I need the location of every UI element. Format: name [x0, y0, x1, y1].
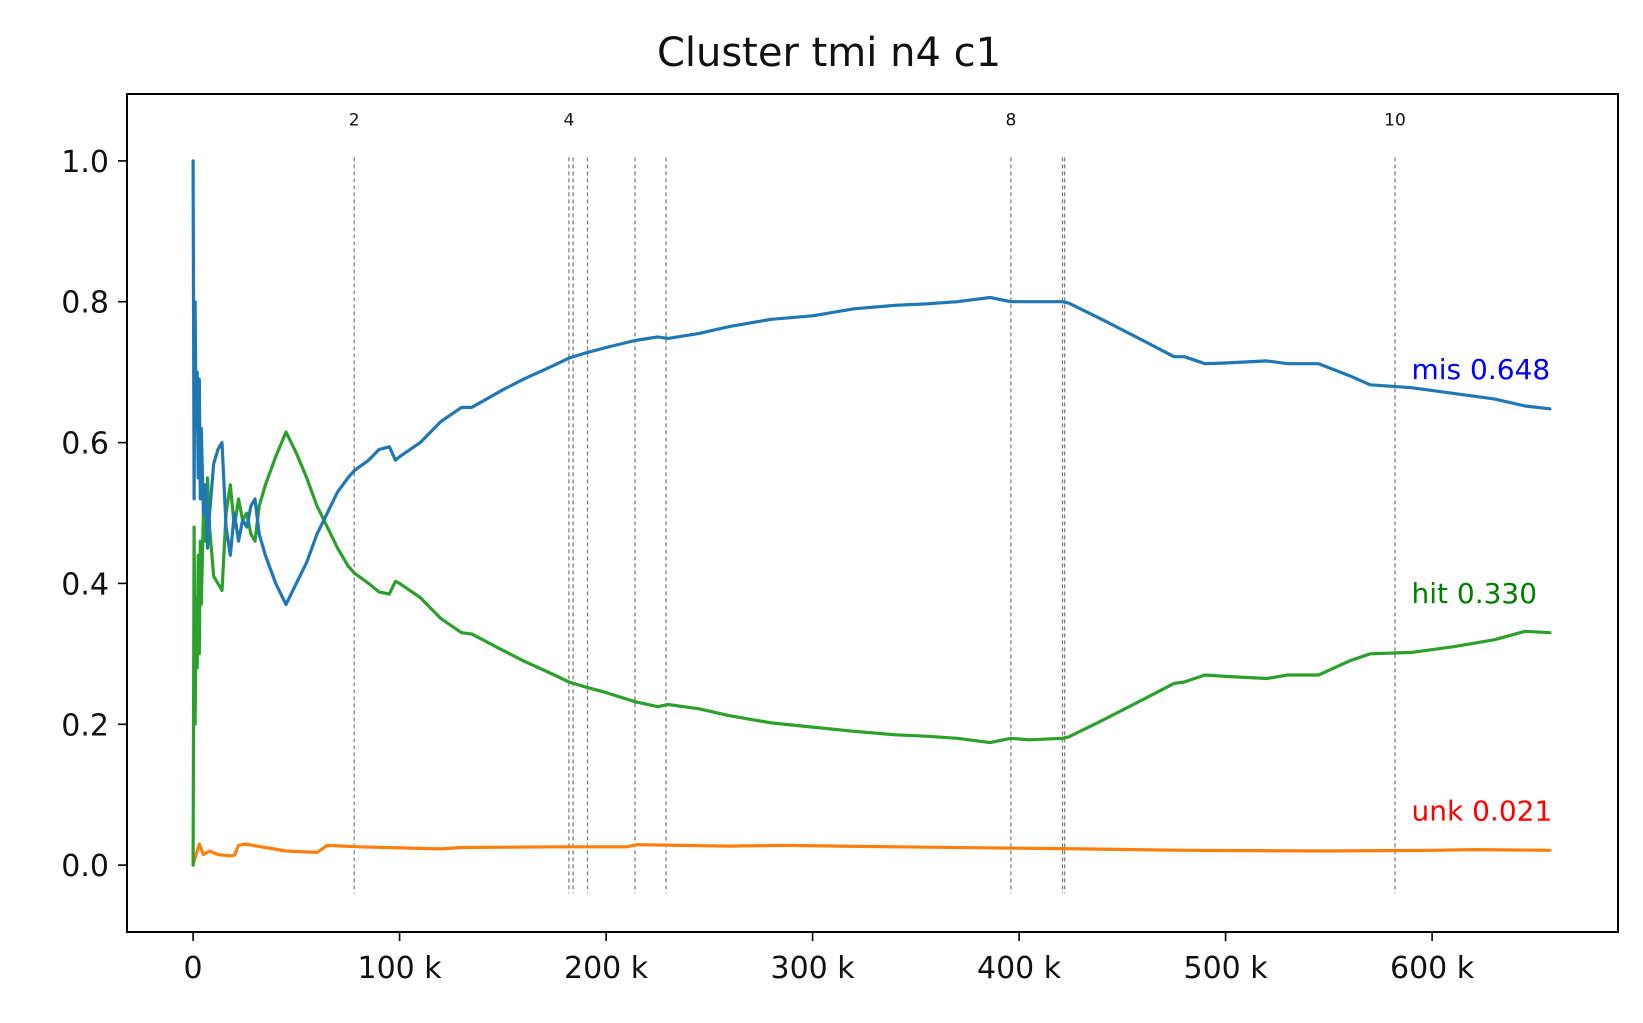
vline-label-0: 2	[349, 111, 360, 131]
y-tick-label-3: 0.6	[61, 427, 109, 462]
series-layer	[191, 159, 1552, 867]
vline-label-6: 8	[1005, 111, 1016, 131]
series-mis-end-label: mis 0.648	[1412, 353, 1551, 386]
x-tick-label-3: 300 k	[771, 951, 856, 986]
x-tick-label-1: 100 k	[358, 951, 443, 986]
end-labels: mis 0.648 hit 0.330 unk 0.021	[1412, 353, 1553, 828]
y-axis: 0.0 0.2 0.4 0.6 0.8 1.0	[61, 145, 127, 884]
x-axis: 0 100 k 200 k 300 k 400 k 500 k 600 k	[184, 932, 1475, 986]
series-unk-line	[191, 842, 1552, 867]
vline-label-9: 10	[1384, 111, 1406, 131]
y-tick-label-5: 1.0	[61, 145, 109, 180]
vertical-markers: 2 4 8 10	[349, 111, 1406, 894]
x-tick-label-0: 0	[184, 951, 203, 986]
chart-title: Cluster tmi n4 c1	[657, 30, 1001, 76]
y-tick-label-2: 0.4	[61, 567, 109, 602]
vline-label-1: 4	[563, 111, 574, 131]
x-tick-label-5: 500 k	[1184, 951, 1269, 986]
x-tick-label-2: 200 k	[564, 951, 649, 986]
series-mis-line	[191, 159, 1552, 607]
plot-frame	[126, 93, 1619, 933]
y-tick-label-1: 0.2	[61, 708, 109, 743]
x-tick-label-4: 400 k	[977, 951, 1062, 986]
y-tick-label-4: 0.8	[61, 286, 109, 321]
series-unk-end-label: unk 0.021	[1412, 795, 1553, 828]
x-tick-label-6: 600 k	[1390, 951, 1475, 986]
y-tick-label-0: 0.0	[61, 849, 109, 884]
series-hit-line	[191, 430, 1552, 867]
series-hit-end-label: hit 0.330	[1412, 577, 1538, 610]
